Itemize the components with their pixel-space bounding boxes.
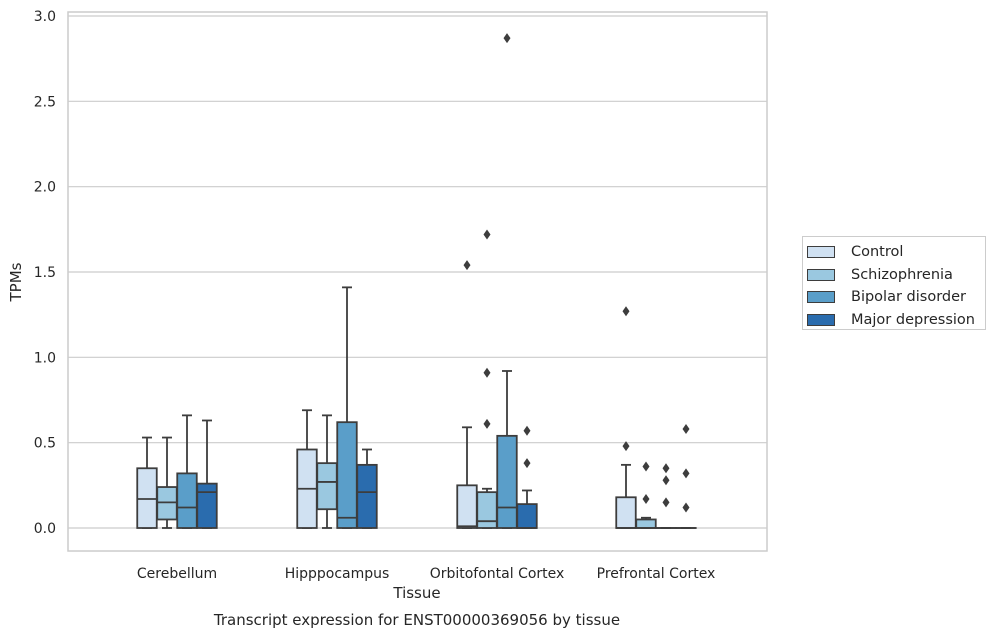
y-axis-ticks: 0.0 0.5 1.0 1.5 2.0 2.5 3.0 — [34, 9, 56, 537]
y-axis-label: TPMs — [7, 262, 25, 302]
x-tick-label: Hipppocampus — [285, 566, 390, 582]
outlier-point — [622, 306, 630, 317]
outlier-point — [662, 497, 670, 508]
outlier-point — [682, 468, 690, 479]
x-tick-label: Prefrontal Cortex — [597, 566, 716, 582]
box-body — [615, 496, 637, 529]
box-major-depression — [196, 419, 218, 529]
y-tick-label: 0.5 — [34, 436, 56, 452]
grid-lines — [68, 15, 767, 529]
y-tick-label: 0.0 — [34, 521, 56, 537]
legend-swatch — [807, 291, 835, 304]
box-schizophrenia — [316, 414, 338, 529]
x-axis-label: Tissue — [392, 584, 440, 602]
y-tick-label: 3.0 — [34, 9, 56, 25]
box-body — [496, 434, 518, 529]
outlier-point — [523, 425, 531, 436]
legend-label: Control — [851, 244, 904, 261]
plot-frame — [67, 11, 768, 552]
box-major-depression — [675, 424, 697, 529]
box-schizophrenia — [635, 461, 657, 529]
box-bipolar-disorder — [176, 414, 198, 529]
box-bipolar-disorder — [655, 463, 677, 529]
box-control — [296, 409, 318, 529]
legend-swatch — [807, 268, 835, 281]
legend: Control Schizophrenia Bipolar disorder Majo… — [802, 236, 986, 330]
outlier-point — [682, 424, 690, 435]
legend-label: Major depression — [851, 311, 975, 328]
legend-item: Control — [807, 241, 985, 264]
box-body — [176, 472, 198, 529]
box-body — [356, 463, 378, 529]
outlier-point — [662, 463, 670, 474]
y-tick-label: 1.0 — [34, 350, 56, 366]
box-bipolar-disorder — [496, 33, 518, 529]
outlier-point — [463, 260, 471, 271]
x-tick-label: Cerebellum — [137, 566, 217, 582]
legend-item: Bipolar disorder — [807, 286, 985, 309]
box-body — [516, 503, 538, 529]
box-control — [615, 306, 637, 529]
outlier-point — [642, 461, 650, 472]
plot-border — [67, 11, 768, 552]
legend-item: Major depression — [807, 309, 985, 332]
box-body — [196, 482, 218, 529]
x-axis-ticks: Cerebellum Hipppocampus Orbitofontal Corte… — [137, 566, 715, 582]
box-body — [635, 518, 657, 529]
outlier-point — [662, 475, 670, 486]
outlier-point — [622, 441, 630, 452]
outlier-point — [523, 458, 531, 469]
x-tick-label: Orbitofontal Cortex — [430, 566, 565, 582]
box-body — [476, 491, 498, 529]
outlier-point — [682, 502, 690, 513]
outlier-point — [503, 33, 511, 44]
box-major-depression — [356, 448, 378, 529]
y-tick-label: 2.5 — [34, 94, 56, 110]
outlier-point — [483, 418, 491, 429]
chart-caption: Transcript expression for ENST0000036905… — [213, 611, 620, 629]
legend-label: Schizophrenia — [851, 266, 953, 283]
box-control — [136, 436, 158, 529]
legend-swatch — [807, 246, 835, 259]
box-control — [456, 260, 478, 529]
y-tick-label: 1.5 — [34, 265, 56, 281]
plot-boxes — [136, 33, 697, 529]
box-body — [336, 421, 358, 529]
box-major-depression — [516, 425, 538, 529]
legend-swatch — [807, 313, 835, 326]
box-schizophrenia — [476, 229, 498, 529]
outlier-point — [483, 229, 491, 240]
y-tick-label: 2.0 — [34, 180, 56, 196]
box-body — [316, 462, 338, 511]
box-body — [456, 484, 478, 529]
box-schizophrenia — [156, 436, 178, 529]
box-bipolar-disorder — [336, 286, 358, 529]
outlier-point — [642, 493, 650, 504]
legend-label: Bipolar disorder — [851, 289, 966, 306]
legend-item: Schizophrenia — [807, 264, 985, 287]
outlier-point — [483, 367, 491, 378]
